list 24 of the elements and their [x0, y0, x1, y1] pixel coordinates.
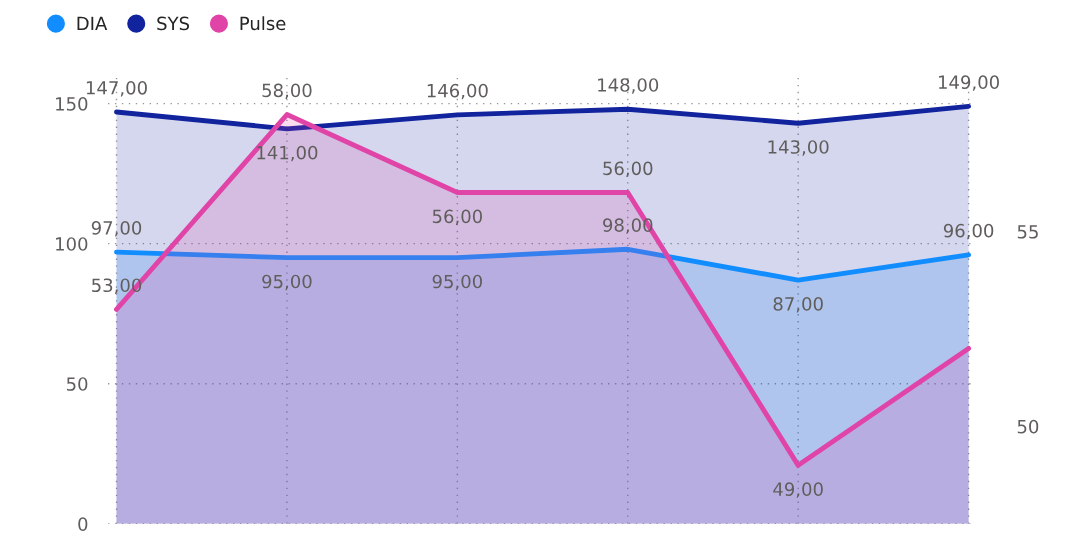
data-label: 141,00	[257, 145, 318, 162]
y-tick-label: 150	[56, 97, 88, 111]
y2-tick-label: 50	[1017, 419, 1039, 434]
data-label: 95,00	[432, 274, 482, 291]
data-label: 58,00	[262, 83, 312, 100]
y-tick-label: 0	[78, 517, 88, 531]
data-label: 56,00	[603, 161, 653, 177]
data-label: 146,00	[427, 83, 488, 100]
data-label: 143,00	[768, 140, 829, 156]
data-label: 96,00	[943, 223, 994, 240]
data-label: 149,00	[938, 75, 999, 91]
y-tick-label: 50	[66, 377, 88, 391]
data-label: 56,00	[432, 209, 482, 226]
legend-label: SYS	[157, 16, 190, 31]
data-label: 87,00	[773, 297, 823, 313]
y-tick-label: 100	[56, 237, 88, 251]
data-label: 95,00	[262, 274, 312, 291]
data-label: 148,00	[598, 78, 659, 94]
data-label: 49,00	[773, 482, 823, 498]
legend-label: Pulse	[240, 16, 286, 31]
data-label: 97,00	[91, 221, 142, 237]
legend-label: DIA	[77, 16, 108, 30]
y2-tick-label: 55	[1017, 225, 1038, 239]
data-label: 147,00	[86, 80, 147, 97]
